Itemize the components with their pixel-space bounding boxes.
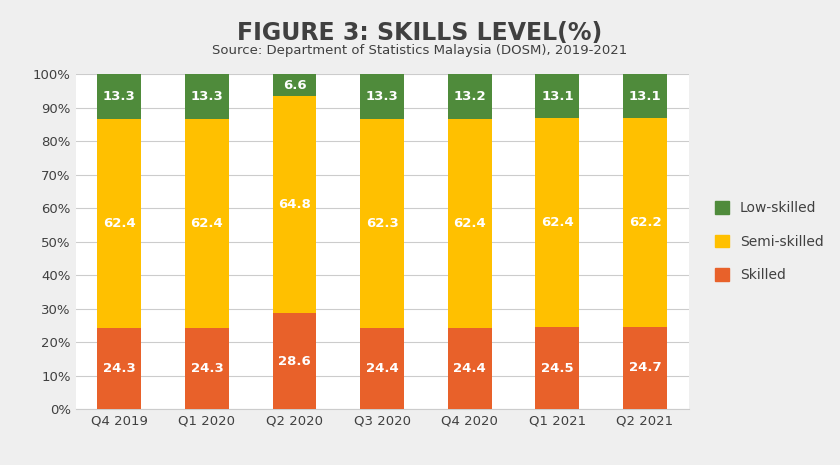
Bar [185,328,228,409]
Legend: Low-skilled, Semi-skilled, Skilled: Low-skilled, Semi-skilled, Skilled [708,194,831,289]
Bar [97,74,141,119]
Text: Source: Department of Statistics Malaysia (DOSM), 2019-2021: Source: Department of Statistics Malaysi… [213,44,627,57]
Bar [185,74,228,119]
Bar [448,327,491,409]
Bar [536,74,580,118]
Bar [623,74,667,118]
Text: 24.3: 24.3 [103,362,136,375]
Text: 62.4: 62.4 [103,217,136,230]
Text: 13.2: 13.2 [454,90,486,103]
Bar [97,328,141,409]
Bar [360,74,404,119]
Bar [623,326,667,409]
Text: 13.1: 13.1 [628,90,661,103]
Text: 13.1: 13.1 [541,90,574,103]
Text: 62.3: 62.3 [366,217,398,230]
Bar [273,74,317,97]
Text: 62.4: 62.4 [454,217,486,230]
Bar [185,119,228,328]
Text: 13.3: 13.3 [103,90,136,103]
Bar [273,313,317,409]
Text: 24.3: 24.3 [191,362,223,375]
Text: 13.3: 13.3 [191,90,223,103]
Text: 13.3: 13.3 [366,90,398,103]
Text: 64.8: 64.8 [278,199,311,212]
Bar [536,327,580,409]
Bar [360,327,404,409]
Text: 24.5: 24.5 [541,362,574,375]
Bar [273,97,317,313]
Bar [623,118,667,326]
Text: 24.4: 24.4 [366,362,398,375]
Bar [448,74,491,119]
Text: FIGURE 3: SKILLS LEVEL(%): FIGURE 3: SKILLS LEVEL(%) [238,21,602,45]
Text: 24.7: 24.7 [628,361,661,374]
Bar [448,119,491,327]
Text: 62.4: 62.4 [541,216,574,229]
Text: 6.6: 6.6 [283,79,307,92]
Text: 62.4: 62.4 [191,217,223,230]
Bar [360,119,404,327]
Text: 62.2: 62.2 [628,216,661,229]
Bar [536,118,580,327]
Text: 24.4: 24.4 [454,362,486,375]
Text: 28.6: 28.6 [278,355,311,368]
Bar [97,119,141,328]
